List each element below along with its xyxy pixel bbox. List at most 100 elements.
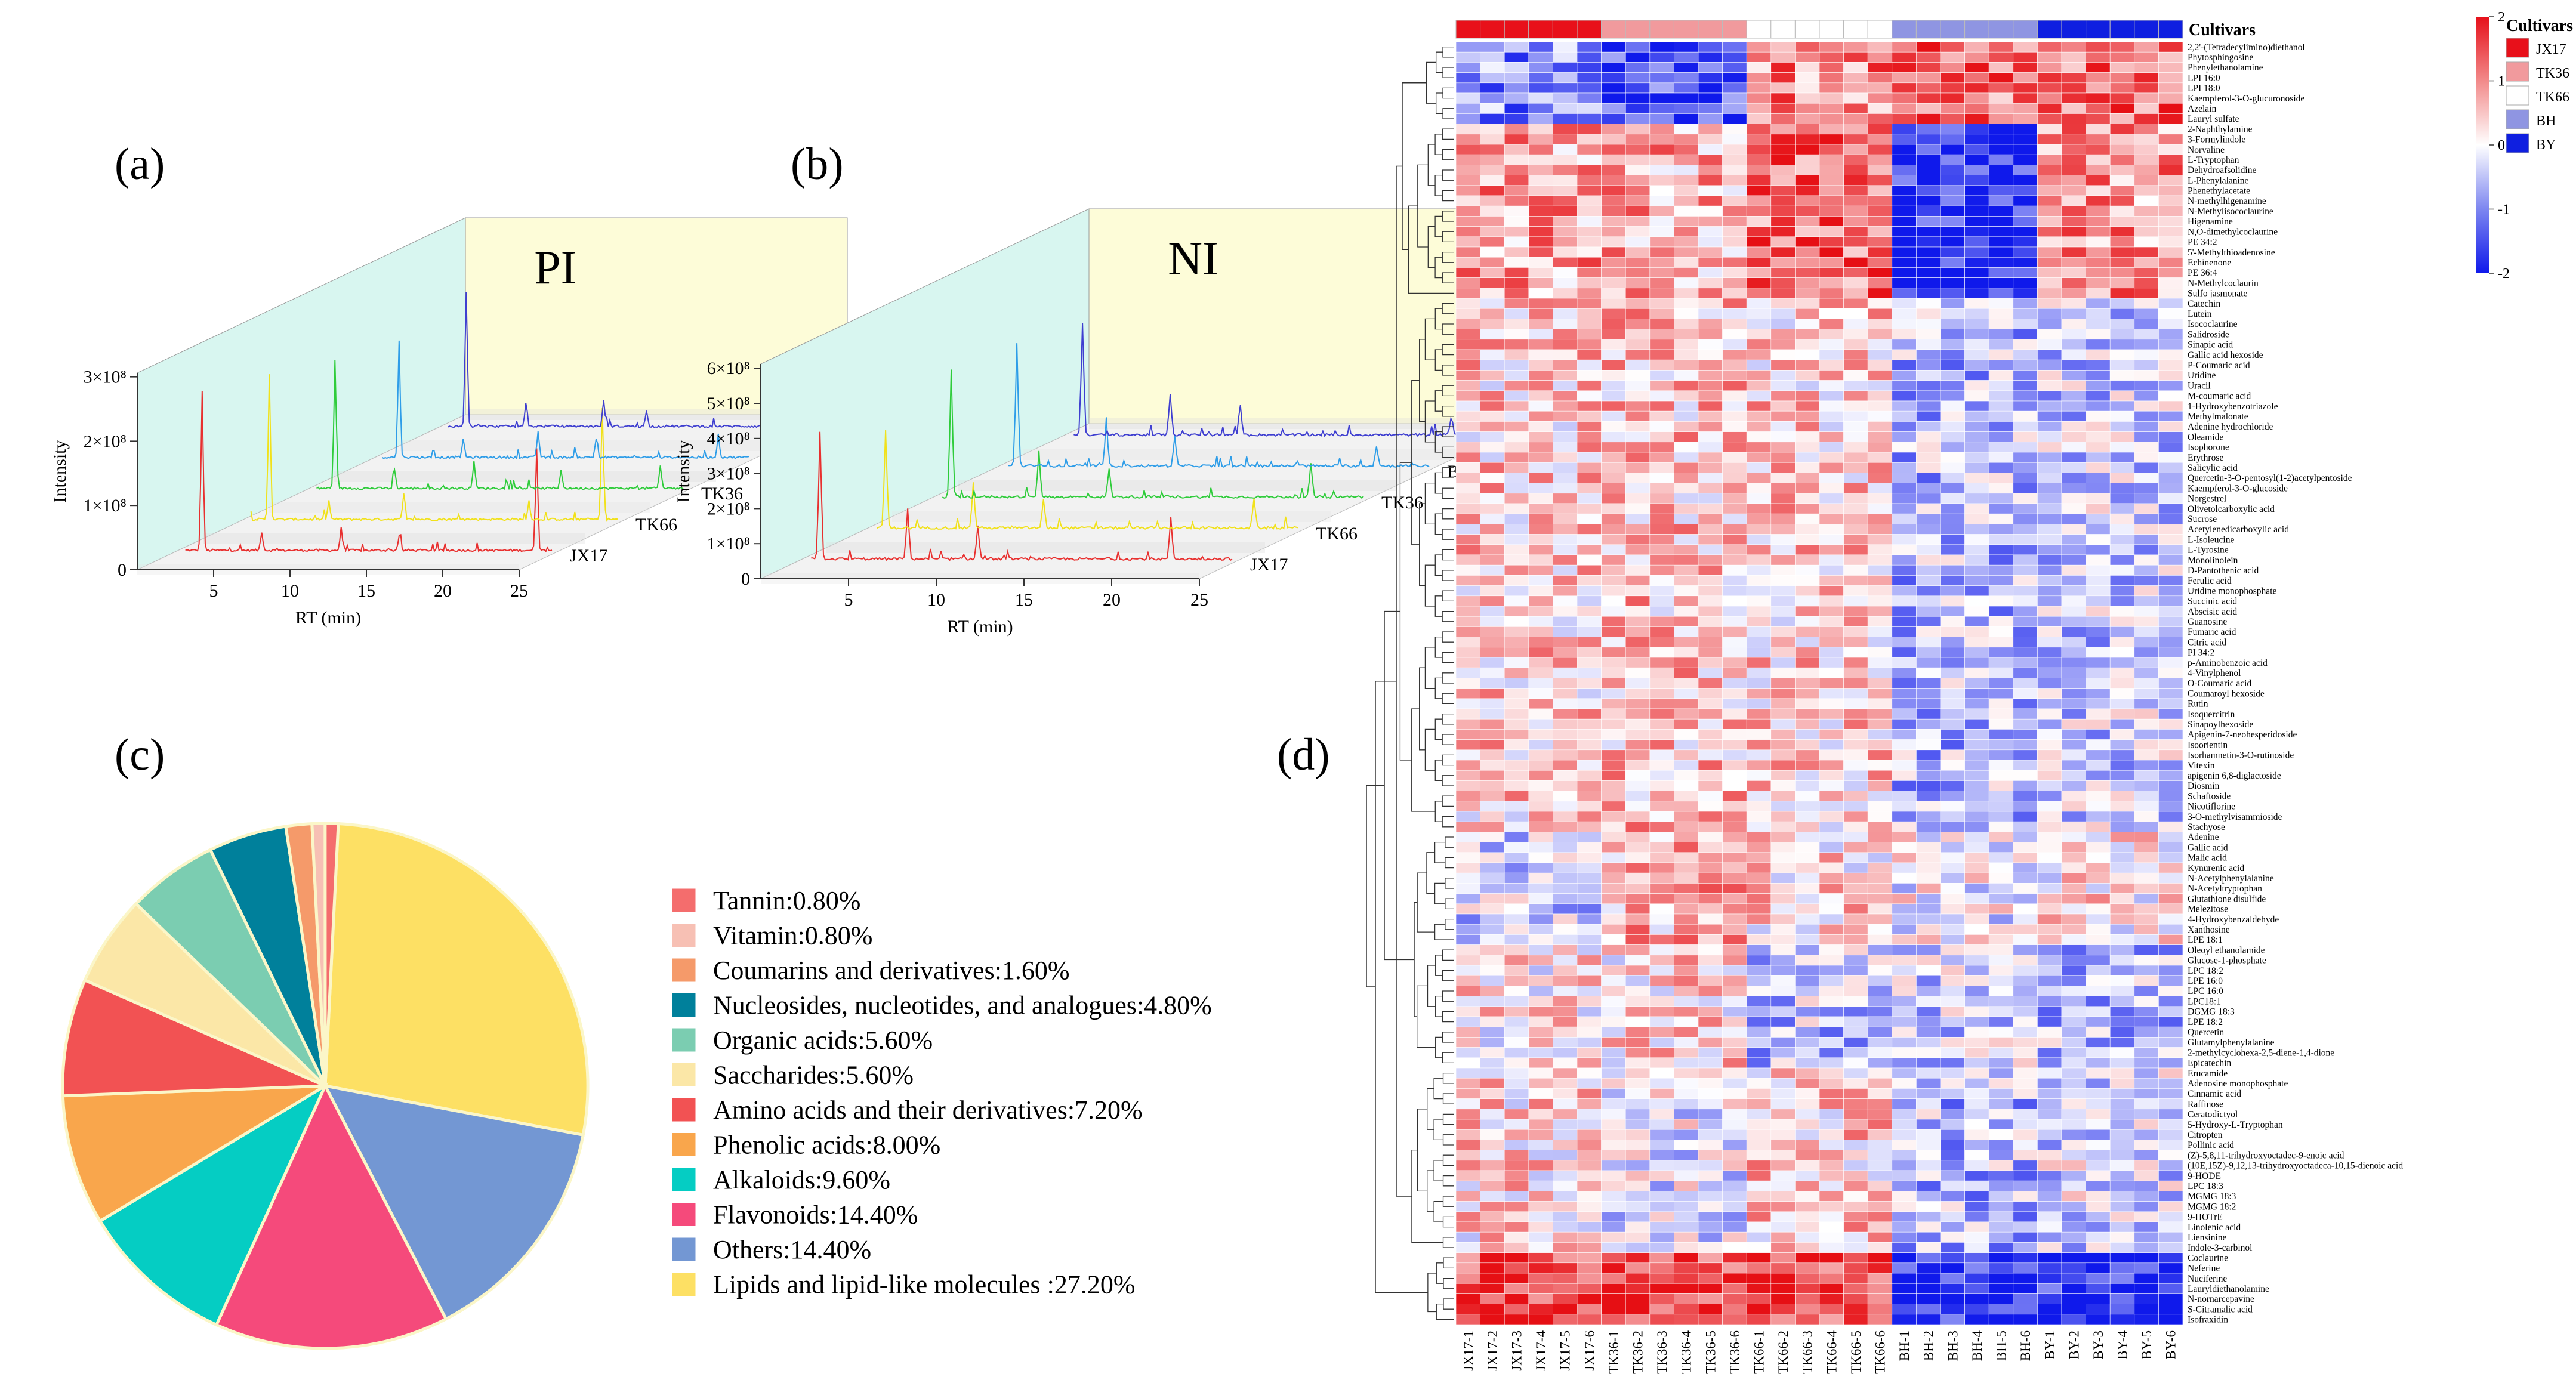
dendrogram-branch	[1442, 970, 1454, 981]
heatmap-cell	[1480, 359, 1505, 371]
heatmap-cell	[1480, 473, 1505, 483]
heatmap-cell	[2109, 216, 2135, 227]
dendrogram-branch	[1442, 990, 1454, 1002]
heatmap-cell	[1940, 1252, 1965, 1264]
heatmap-cell	[1455, 113, 1480, 124]
heatmap-cell	[1528, 770, 1553, 781]
y-tick-label: 3×10⁸	[707, 464, 750, 484]
heatmap-cell	[2013, 339, 2038, 350]
heatmap-cell	[1698, 483, 1723, 494]
column-label: BH-3	[1945, 1330, 1960, 1361]
heatmap-cell	[1698, 400, 1723, 412]
row-label: 4-Hydroxybenzaldehyde	[2188, 915, 2279, 925]
dendrogram-branch	[1434, 390, 1443, 412]
heatmap-cell	[1795, 821, 1820, 832]
heatmap-cell	[1722, 103, 1747, 114]
heatmap-cell	[1553, 483, 1578, 494]
heatmap-cell	[1625, 883, 1651, 894]
heatmap-cell	[1940, 82, 1965, 94]
heatmap-cell	[2037, 647, 2062, 658]
heatmap-cell	[1843, 483, 1868, 494]
heatmap-cell	[1795, 513, 1820, 524]
heatmap-cell	[2158, 544, 2183, 555]
heatmap-cell	[2158, 267, 2183, 278]
heatmap-cell	[1964, 267, 1989, 278]
heatmap-cell	[1770, 1221, 1796, 1233]
heatmap-cell	[1649, 257, 1674, 268]
heatmap-cell	[1455, 1057, 1480, 1069]
heatmap-cell	[2013, 698, 2038, 709]
heatmap-cell	[1964, 62, 1989, 73]
heatmap-cell	[1480, 801, 1505, 812]
trace-TK36	[316, 360, 684, 490]
heatmap-cell	[1770, 339, 1796, 350]
heatmap-cell	[2109, 595, 2135, 607]
heatmap-cell	[1770, 144, 1796, 155]
heatmap-cell	[2061, 791, 2086, 802]
y-tick-label: 2×10⁸	[84, 431, 127, 451]
heatmap-cell	[1504, 534, 1529, 545]
heatmap-cell	[1770, 216, 1796, 227]
heatmap-cell	[1746, 1283, 1772, 1294]
heatmap-cell	[1819, 1304, 1844, 1315]
heatmap-cell	[1964, 1252, 1989, 1264]
heatmap-cell	[2037, 1006, 2062, 1017]
heatmap-cell	[1819, 165, 1844, 175]
heatmap-cell	[1988, 524, 2014, 535]
heatmap-cell	[1916, 370, 1941, 381]
heatmap-cell	[2134, 1273, 2159, 1284]
y-tick-label: 4×10⁸	[707, 429, 750, 449]
heatmap-cell	[1867, 1109, 1893, 1120]
heatmap-cell	[2061, 832, 2086, 842]
heatmap-cell	[1553, 616, 1578, 627]
heatmap-cell	[1988, 1160, 2014, 1171]
heatmap-cell	[1504, 1006, 1529, 1017]
heatmap-cell	[1504, 329, 1529, 340]
heatmap-cell	[1601, 175, 1626, 186]
heatmap-cell	[1601, 996, 1626, 1007]
heatmap-cell	[1722, 195, 1747, 206]
heatmap-cell	[1480, 370, 1505, 381]
heatmap-cell	[1916, 544, 1941, 555]
heatmap-cell	[1625, 842, 1651, 853]
heatmap-cell	[1892, 493, 1917, 504]
heatmap-cell	[1795, 493, 1820, 504]
heatmap-cell	[1674, 503, 1699, 514]
heatmap-cell	[1480, 1109, 1505, 1120]
heatmap-cell	[1892, 1078, 1917, 1089]
cultivar-annotation-cell	[2086, 20, 2111, 39]
heatmap-cell	[1916, 216, 1941, 227]
dendrogram-branch	[1442, 323, 1454, 335]
heatmap-cell	[1964, 791, 1989, 802]
heatmap-cell	[1480, 175, 1505, 186]
heatmap-cell	[1892, 1180, 1917, 1191]
heatmap-cell	[2061, 421, 2086, 432]
heatmap-cell	[1940, 729, 1965, 740]
heatmap-cell	[1553, 606, 1578, 617]
heatmap-cell	[1819, 760, 1844, 771]
heatmap-cell	[1770, 452, 1796, 463]
heatmap-cell	[1940, 1078, 1965, 1089]
column-label: TK36-3	[1655, 1330, 1670, 1374]
heatmap-cell	[1480, 103, 1505, 114]
heatmap-cell	[1795, 606, 1820, 617]
heatmap-cell	[1795, 934, 1820, 945]
heatmap-cell	[1746, 1150, 1772, 1161]
heatmap-cell	[1455, 770, 1480, 781]
heatmap-cell	[1698, 975, 1723, 986]
heatmap-cell	[1892, 1314, 1917, 1325]
heatmap-cell	[2158, 647, 2183, 658]
heatmap-cell	[1988, 554, 2014, 566]
heatmap-cell	[1819, 246, 1844, 258]
heatmap-cell	[1795, 903, 1820, 915]
heatmap-cell	[1455, 1160, 1480, 1171]
heatmap-cell	[1867, 339, 1893, 350]
heatmap-cell	[1601, 113, 1626, 124]
heatmap-cell	[1649, 554, 1674, 566]
heatmap-cell	[1770, 1160, 1796, 1171]
heatmap-cell	[2086, 934, 2111, 945]
heatmap-cell	[1601, 975, 1626, 986]
heatmap-cell	[1553, 124, 1578, 135]
heatmap-cell	[1649, 832, 1674, 842]
heatmap-cell	[1480, 257, 1505, 268]
